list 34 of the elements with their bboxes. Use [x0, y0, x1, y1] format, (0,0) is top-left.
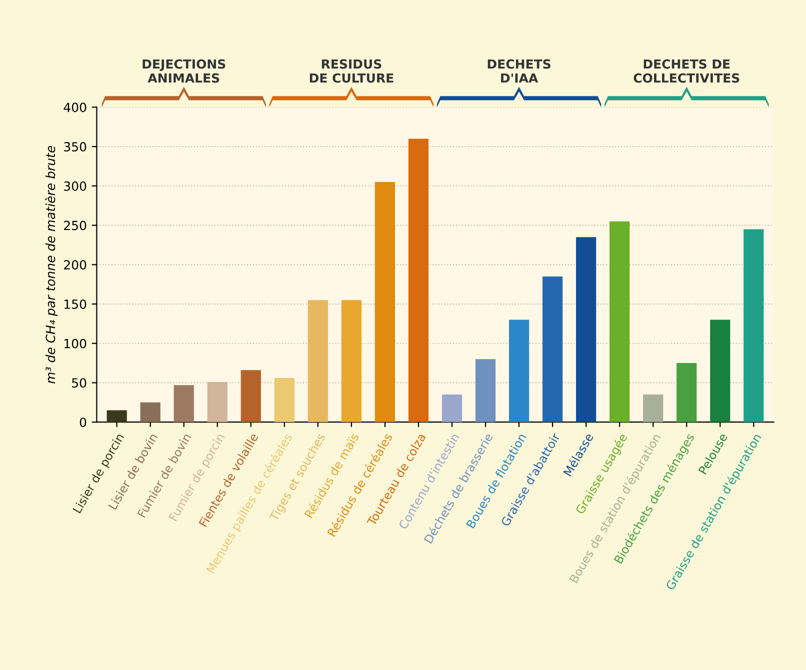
bar — [408, 138, 429, 422]
y-tick-label: 350 — [64, 142, 86, 152]
bar — [610, 221, 630, 422]
text: DECHETS DE COLLECTIVITES — [634, 59, 740, 83]
bar — [207, 382, 228, 422]
y-axis-title: m³ de CH₄ par tonne de matière brute — [44, 146, 58, 384]
bar — [106, 410, 127, 422]
bar — [442, 394, 462, 422]
text: DECHETS D'IAA — [488, 59, 550, 83]
text: RESIDUS DE CULTURE — [310, 59, 394, 83]
y-tick-label: 300 — [64, 181, 86, 191]
bar — [576, 237, 596, 422]
bar — [240, 370, 261, 422]
bar — [710, 320, 730, 422]
bar — [274, 378, 294, 422]
bar — [374, 182, 396, 422]
y-tick-label: 50 — [72, 378, 86, 388]
y-tick-label: 0 — [80, 418, 86, 428]
bar — [676, 363, 697, 422]
bar — [643, 394, 664, 422]
bar — [341, 300, 362, 422]
bar — [508, 320, 530, 422]
bar — [174, 385, 194, 422]
y-tick-label: 400 — [64, 102, 86, 112]
text: DEJECTIONS ANIMALES — [142, 59, 226, 83]
y-tick-label: 150 — [64, 299, 86, 309]
bar — [475, 359, 496, 422]
bar — [542, 276, 563, 422]
bar — [140, 402, 160, 422]
y-tick-label: 100 — [64, 338, 86, 348]
bar — [744, 229, 764, 422]
bar — [308, 300, 328, 422]
y-tick-label: 250 — [64, 220, 86, 230]
y-tick-label: 200 — [64, 260, 86, 270]
